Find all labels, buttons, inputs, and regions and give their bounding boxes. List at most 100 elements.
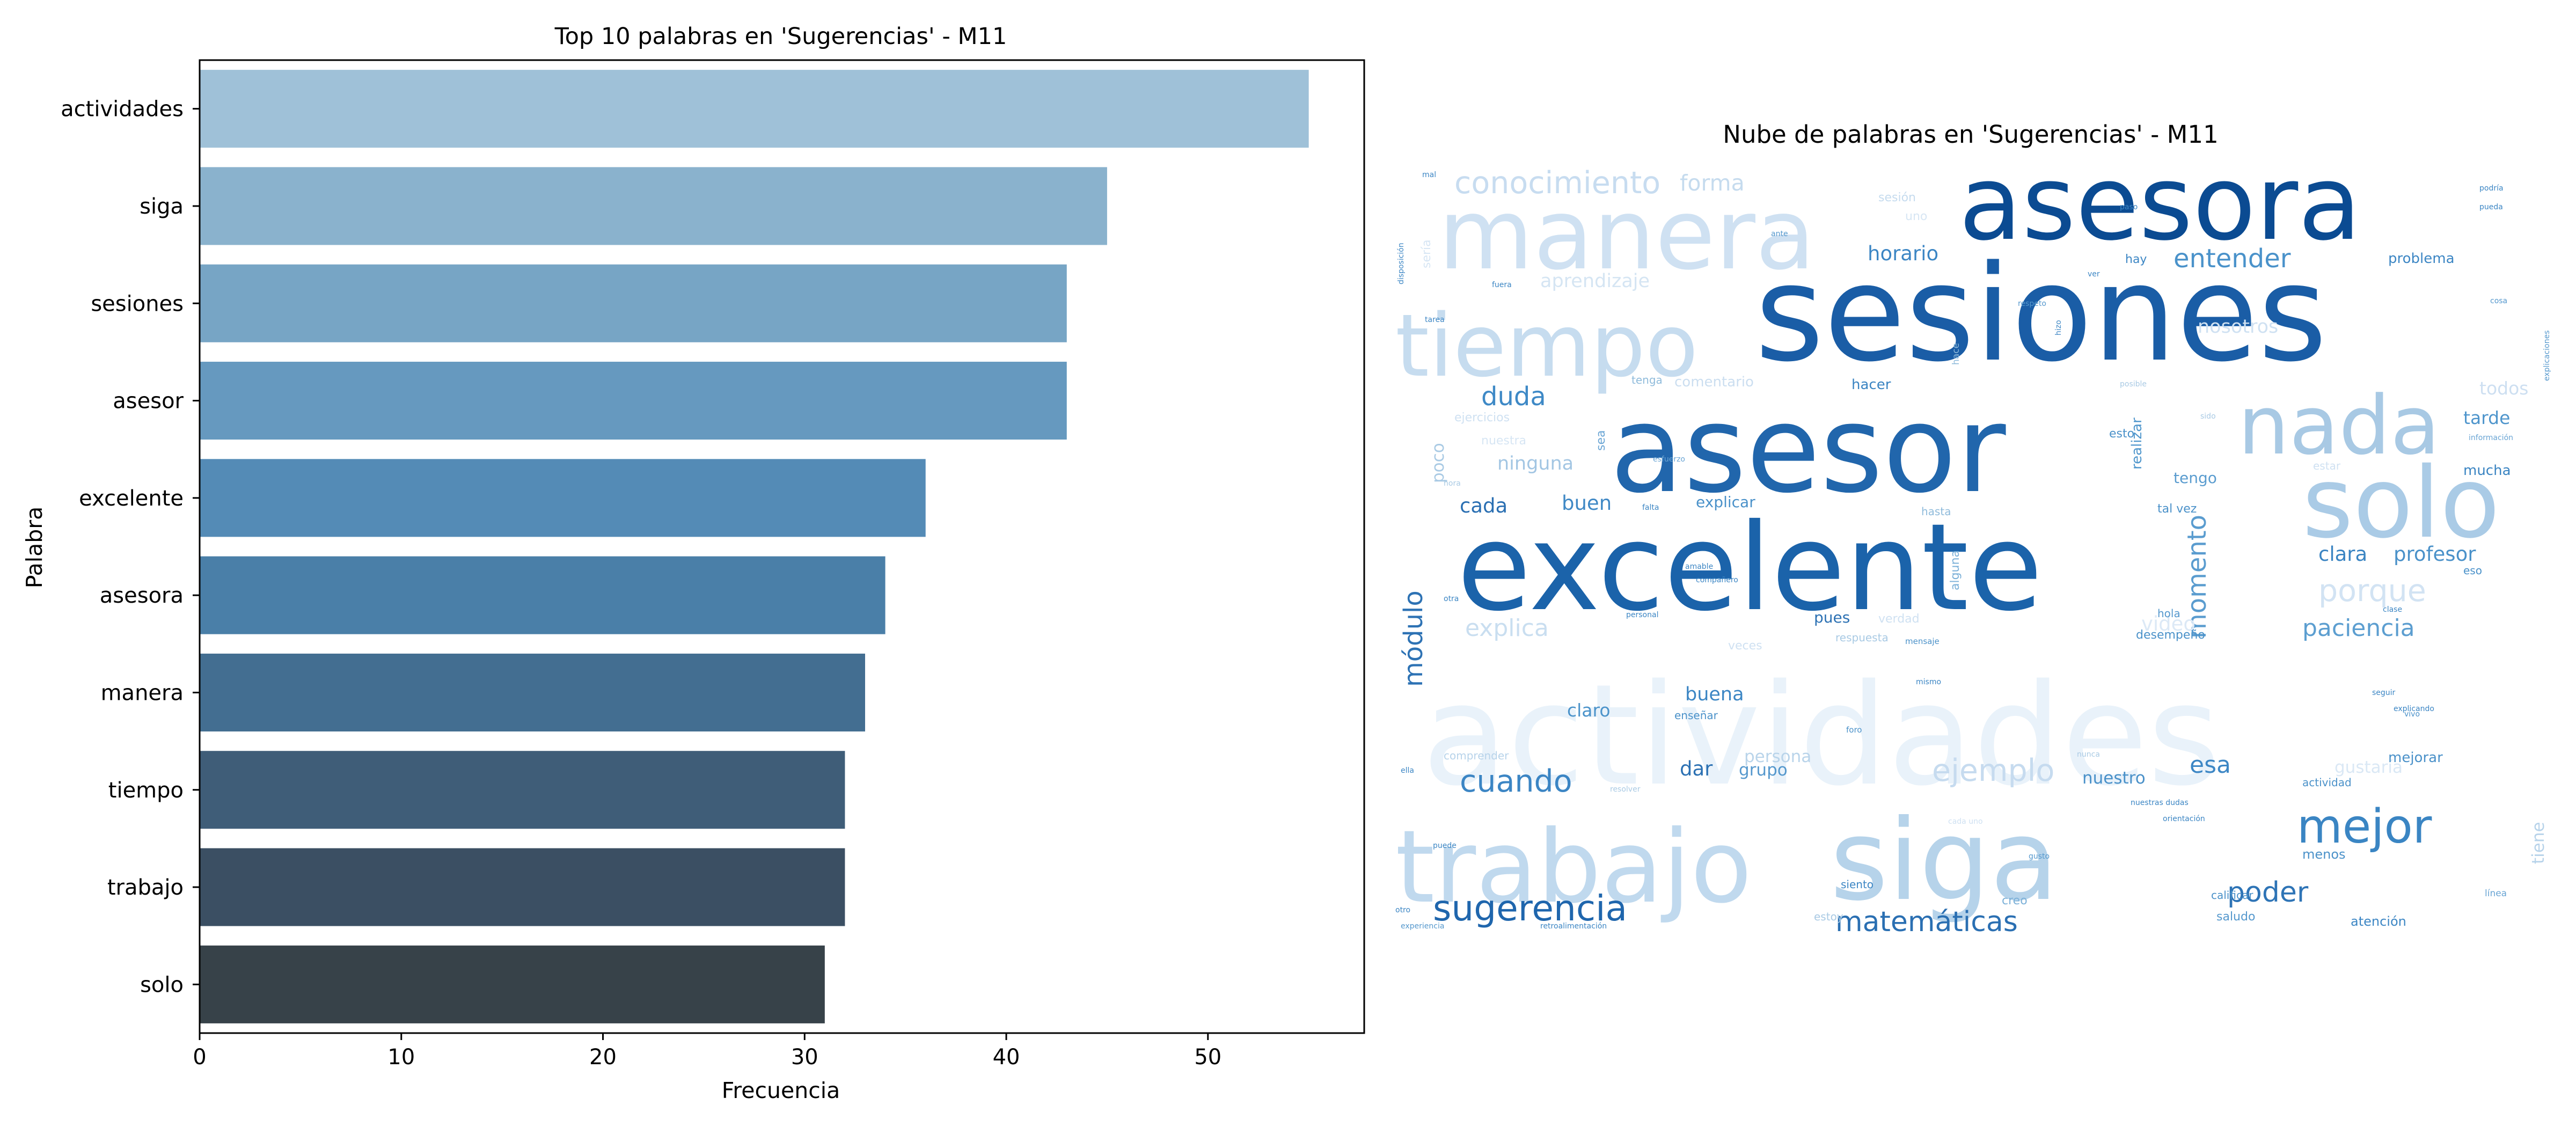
bar-chart-title: Top 10 palabras en 'Sugerencias' - M11: [554, 23, 1007, 50]
cloud-word: ninguna: [1497, 453, 1574, 474]
cloud-word: orientación: [2163, 815, 2205, 823]
cloud-word: explica: [1465, 614, 1549, 642]
bar-asesor: [200, 362, 1067, 440]
cloud-word: atención: [2351, 914, 2406, 929]
cloud-word: horario: [1868, 242, 1938, 265]
x-axis-ticks: 0 10 20 30 40 50: [193, 1033, 1221, 1070]
cloud-word: porque: [2318, 573, 2426, 609]
x-axis-label: Frecuencia: [722, 1078, 840, 1103]
cloud-word: pues: [1814, 609, 1850, 626]
cloud-word: tarde: [2463, 407, 2510, 428]
cloud-word: creo: [2002, 894, 2028, 908]
cloud-word: compañero: [1696, 576, 1738, 584]
cloud-word: hacer: [1851, 377, 1891, 393]
x-tick-label: 0: [193, 1045, 206, 1070]
cloud-word: nunca: [2077, 750, 2100, 759]
cloud-word: respeto: [2018, 299, 2046, 308]
cloud-word: tal vez: [2157, 502, 2197, 516]
cloud-word: nuestras dudas: [2131, 799, 2189, 807]
cloud-word: hizo: [2054, 320, 2063, 335]
cloud-word: cosa: [2490, 297, 2507, 305]
cloud-word: ante: [1771, 230, 1788, 238]
bar-chart-panel: Top 10 palabras en 'Sugerencias' - M11 a…: [21, 23, 1365, 1103]
cloud-word: sea: [1594, 430, 1608, 451]
cloud-word: cada uno: [1948, 817, 1983, 826]
cloud-word: mensaje: [1905, 636, 1940, 646]
cloud-word: hola: [2157, 607, 2180, 620]
cloud-word: paciencia: [2302, 614, 2415, 642]
cloud-word: esto: [2109, 427, 2134, 441]
cloud-word: nuestro: [2082, 769, 2146, 788]
cloud-word: hay: [2125, 253, 2147, 266]
x-tick-label: 40: [993, 1045, 1020, 1070]
cloud-word: línea: [2485, 888, 2507, 899]
y-tick-label: siga: [140, 194, 184, 219]
cloud-word: información: [2469, 434, 2513, 442]
cloud-word: todos: [2479, 378, 2528, 399]
y-axis-label: Palabra: [21, 507, 47, 589]
cloud-word: verdad: [1878, 612, 1920, 626]
cloud-word: cuando: [1460, 764, 1572, 799]
bar-tiempo: [200, 751, 845, 829]
cloud-word: nada: [2238, 378, 2440, 473]
cloud-word: claro: [1567, 700, 1611, 721]
word-cloud-title: Nube de palabras en 'Sugerencias' - M11: [1723, 120, 2218, 149]
cloud-word: duda: [1481, 382, 1546, 412]
x-tick-label: 30: [791, 1045, 818, 1070]
cloud-word: tenga: [1631, 374, 1663, 386]
cloud-word: mucha: [2463, 463, 2511, 479]
cloud-word: veces: [1728, 639, 1762, 653]
cloud-word: puede: [1433, 841, 1457, 850]
cloud-word: sería: [1420, 239, 1433, 268]
x-tick-label: 50: [1194, 1045, 1221, 1070]
cloud-word: tiempo: [1395, 296, 1698, 396]
cloud-word: desempeño: [2136, 628, 2205, 642]
cloud-word: gusto: [2029, 852, 2050, 861]
y-tick-label: asesor: [113, 389, 184, 414]
cloud-word: respuesta: [1835, 631, 1889, 644]
cloud-word: esfuerzo: [1653, 455, 1685, 464]
cloud-word: nuestra: [1481, 434, 1526, 448]
cloud-word: sesiones: [1755, 237, 2327, 391]
bar-sesiones: [200, 264, 1067, 342]
cloud-word: menos: [2302, 847, 2346, 862]
cloud-word: asesor: [1610, 379, 2007, 519]
cloud-word: fuera: [1492, 281, 1512, 289]
cloud-word: posible: [2120, 380, 2147, 389]
bar-solo: [200, 945, 825, 1023]
word-cloud-panel: Nube de palabras en 'Sugerencias' - M11 …: [1395, 120, 2551, 938]
cloud-word: clase: [2383, 605, 2402, 614]
bar-siga: [200, 167, 1107, 245]
cloud-word: estar: [2313, 459, 2341, 472]
cloud-word: vivo: [2404, 710, 2420, 719]
cloud-word: buen: [1562, 492, 1612, 515]
cloud-word: disposición: [1397, 243, 1406, 284]
cloud-word: clara: [2318, 543, 2367, 566]
cloud-word: uno: [1905, 210, 1927, 223]
cloud-word: excelente: [1457, 497, 2043, 638]
cloud-word: gustaría: [2334, 758, 2403, 777]
cloud-word: siento: [1841, 878, 1874, 891]
cloud-word: trabajo: [1395, 809, 1752, 926]
cloud-word: conocimiento: [1454, 165, 1660, 201]
cloud-word: persona: [1744, 747, 1811, 766]
bar-excelente: [200, 459, 926, 537]
y-tick-label: trabajo: [107, 875, 184, 900]
plot-area-frame: [199, 59, 1365, 1034]
cloud-word: otro: [1395, 906, 1410, 914]
cloud-word: problema: [2388, 251, 2455, 267]
cloud-word: esa: [2190, 751, 2231, 779]
cloud-word: saludo: [2216, 910, 2255, 924]
cloud-word: manera: [1438, 178, 1816, 291]
cloud-word: hora: [1444, 479, 1461, 488]
cloud-word: mejorar: [2388, 750, 2443, 766]
cloud-word: explicar: [1696, 493, 1755, 511]
cloud-word: solo: [2302, 446, 2500, 560]
cloud-word: matemáticas: [1835, 906, 2018, 938]
cloud-word: ejemplo: [1932, 753, 2054, 788]
cloud-word: tiene: [2529, 822, 2548, 864]
cloud-word: hasta: [1921, 505, 1951, 518]
cloud-word: sesión: [1878, 191, 1916, 204]
